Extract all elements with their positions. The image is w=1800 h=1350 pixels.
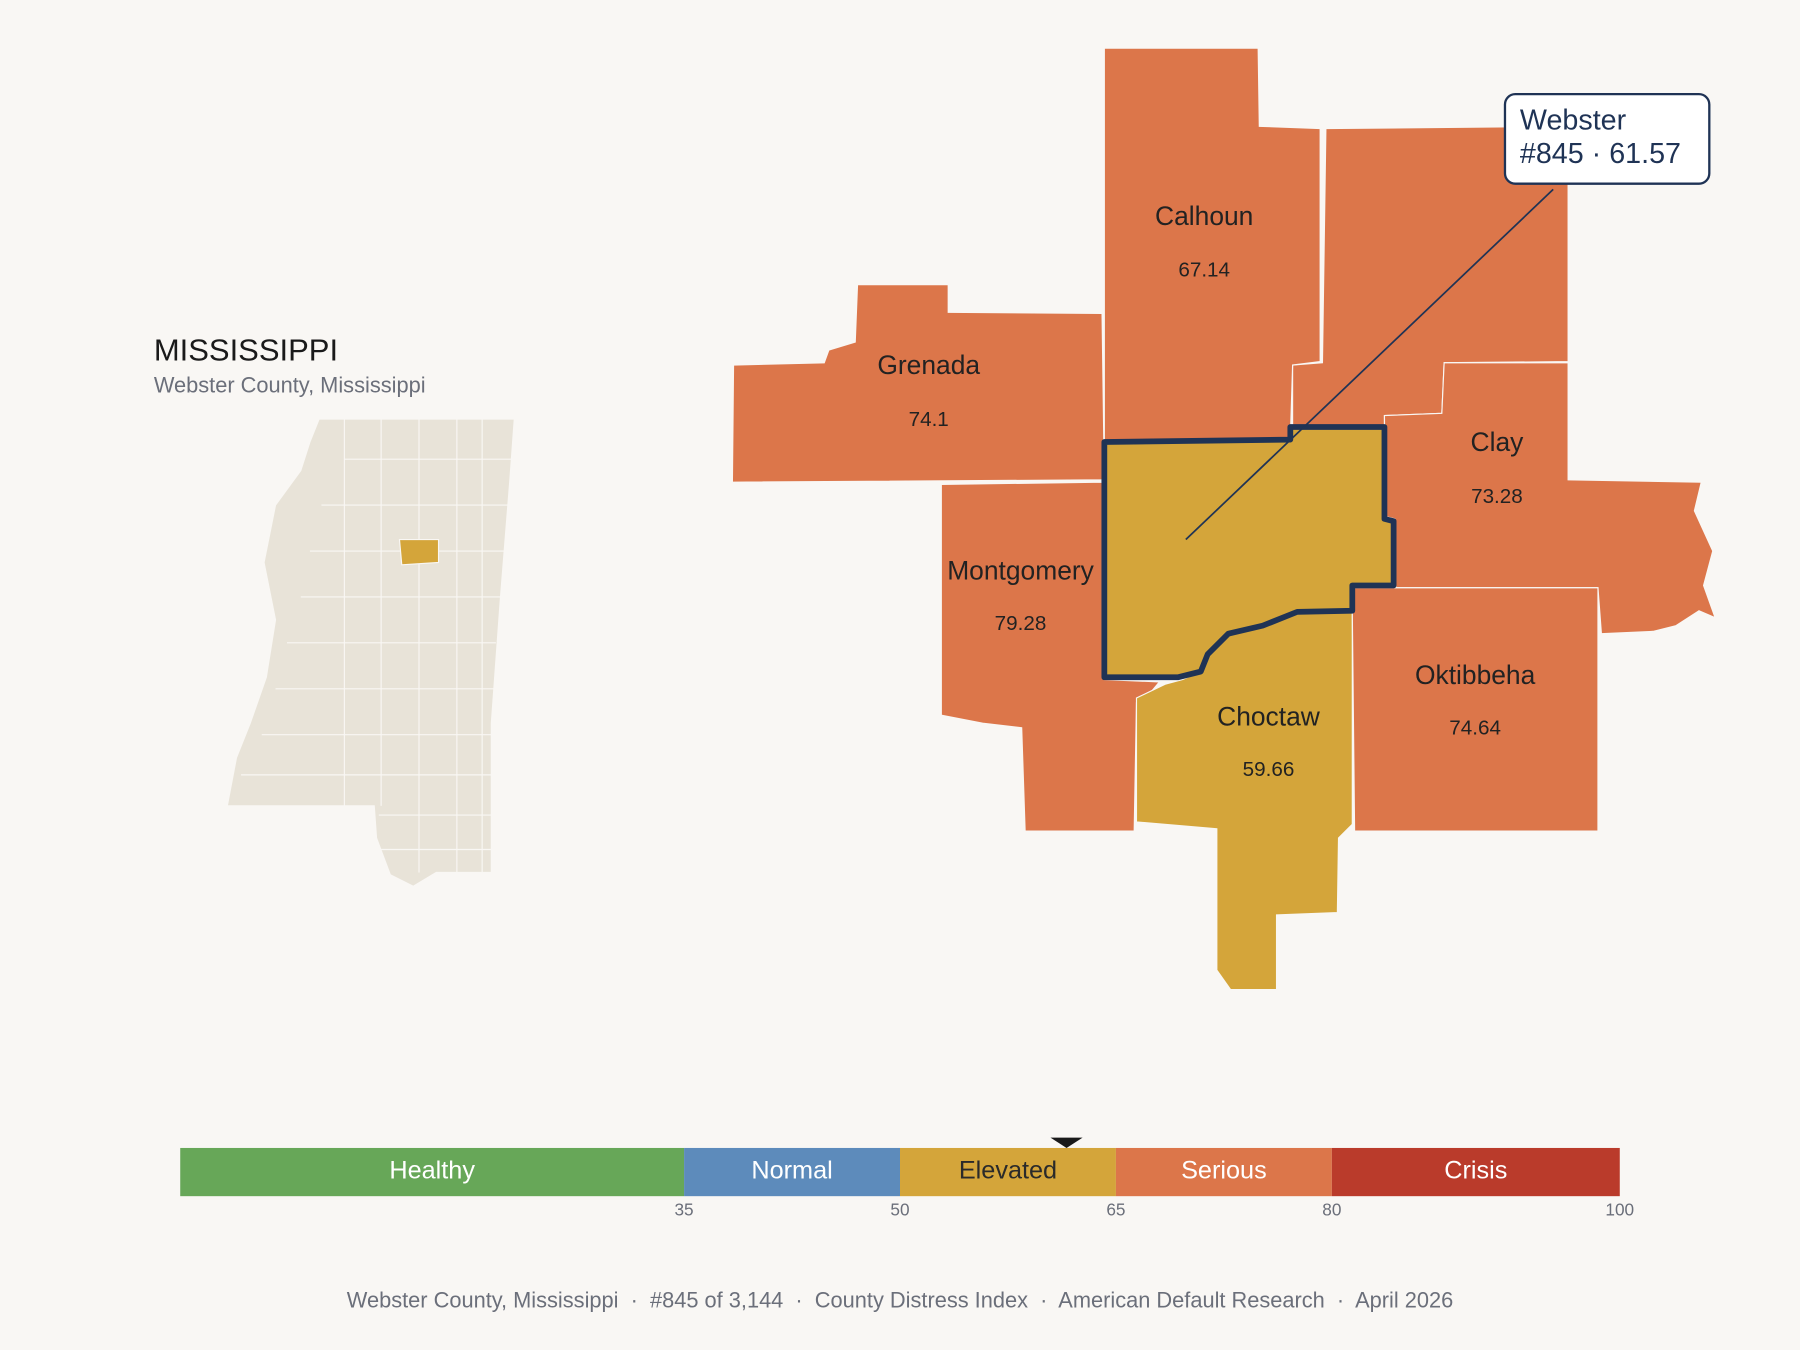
county-shape: [731, 284, 1105, 483]
footer: Webster County, Mississippi · #845 of 3,…: [347, 1288, 1453, 1313]
scale-tick-label: 65: [1106, 1200, 1125, 1220]
callout-title: Webster: [1520, 105, 1627, 137]
county-value: 59.66: [1243, 758, 1295, 781]
scale-bar: Healthy Normal Elevated Serious Crisis 35 50 65…: [180, 1137, 1634, 1220]
callout-leader: [1185, 188, 1554, 541]
county-name: Montgomery: [947, 556, 1094, 586]
county-value: 74.64: [1449, 717, 1501, 740]
county-name: Choctaw: [1217, 702, 1321, 732]
inset-highlight: [398, 538, 440, 566]
inset-title: MISSISSIPPI: [154, 332, 338, 367]
county-name: Grenada: [877, 350, 980, 380]
inset-subtitle: Webster County, Mississippi: [154, 373, 426, 398]
scale-segment-label: Serious: [1181, 1157, 1267, 1185]
scale-tick-label: 100: [1605, 1200, 1634, 1220]
county-name: Calhoun: [1155, 201, 1253, 231]
county-name: Oktibbeha: [1415, 660, 1536, 690]
callout-detail: #845 · 61.57: [1520, 138, 1681, 170]
scale-tick-label: 50: [890, 1200, 909, 1220]
county-name: Clay: [1471, 427, 1525, 457]
scale-segment-label: Normal: [751, 1157, 832, 1185]
county-shape: [1351, 587, 1599, 832]
scale-tick-label: 35: [674, 1200, 693, 1220]
callout-box: [1503, 92, 1711, 185]
county-value: 67.14: [1178, 259, 1230, 282]
county-value: 74.1: [909, 408, 949, 431]
scale-segment-label: Elevated: [959, 1157, 1057, 1185]
scale-segment-label: Crisis: [1444, 1157, 1507, 1185]
county-value: 79.28: [995, 612, 1047, 635]
county-shape: [1103, 47, 1321, 443]
state-outline: [226, 418, 515, 887]
scale-tick-label: 80: [1322, 1200, 1341, 1220]
scale-marker: [1050, 1137, 1083, 1148]
scale-segment: [1115, 1147, 1332, 1197]
scale-segment-label: Healthy: [389, 1157, 475, 1185]
scale-segment: [684, 1147, 900, 1197]
scale-segment: [180, 1147, 685, 1197]
county-value: 73.28: [1471, 485, 1523, 508]
selected-county[interactable]: [1101, 424, 1397, 681]
scale-segment: [1331, 1147, 1620, 1197]
scale-segment: [900, 1147, 1116, 1197]
